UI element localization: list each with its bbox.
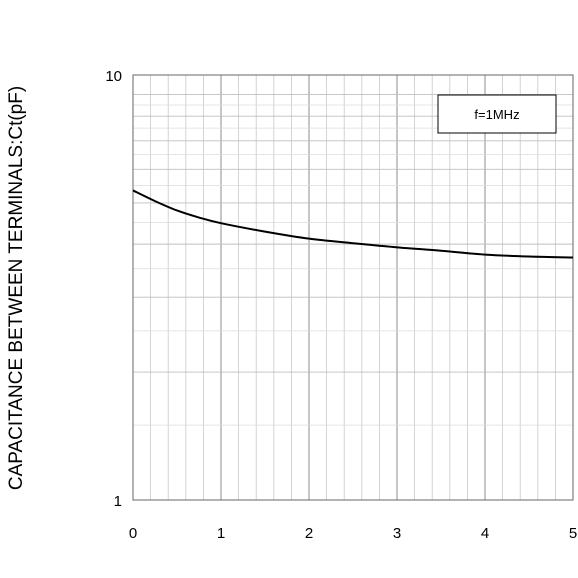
- plot-area-frame: [132, 74, 574, 501]
- legend-box: f=1MHz: [437, 94, 557, 134]
- x-tick-label: 3: [393, 525, 401, 542]
- x-tick-label: 1: [217, 525, 225, 542]
- legend-label: f=1MHz: [474, 107, 519, 122]
- y-tick-label: 1: [114, 493, 122, 510]
- legend-frame: [437, 94, 557, 134]
- x-tick-label: 0: [129, 525, 137, 542]
- y-axis-label: CAPACITANCE BETWEEN TERMINALS:Ct(pF): [6, 86, 27, 490]
- capacitance-curve: [132, 189, 574, 259]
- x-tick-label: 4: [481, 525, 489, 542]
- y-tick-label: 10: [105, 68, 122, 85]
- x-tick-label: 5: [569, 525, 577, 542]
- x-tick-label: 2: [305, 525, 313, 542]
